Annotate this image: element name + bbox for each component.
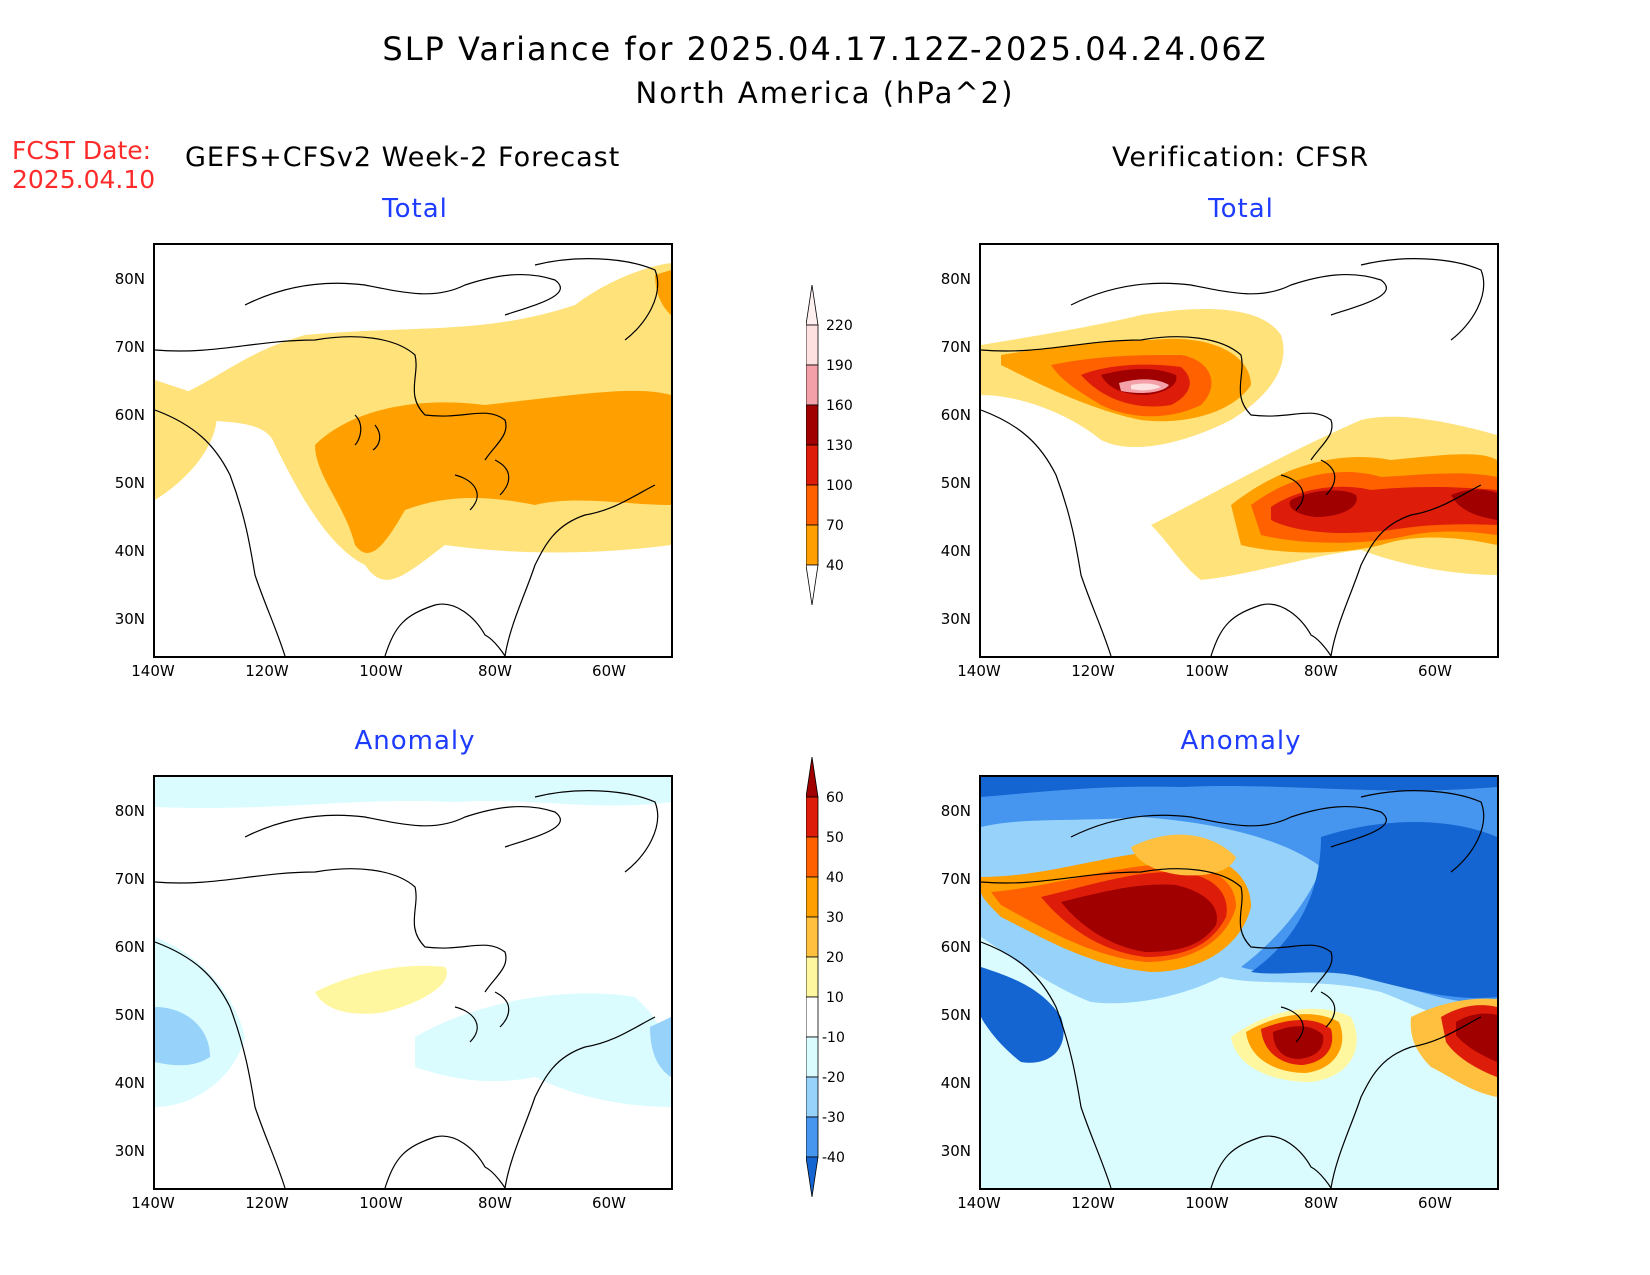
- lon-label: 120W: [1071, 1194, 1115, 1212]
- lat-label: 80N: [114, 270, 145, 288]
- lon-label: 140W: [131, 662, 175, 680]
- colorbar-swatch: [805, 1036, 819, 1078]
- colorbar-swatch: [805, 956, 819, 998]
- coastline-icon: [155, 258, 659, 656]
- lat-label: 50N: [114, 1006, 145, 1024]
- lat-label: 40N: [114, 1074, 145, 1092]
- lon-label: 100W: [359, 1194, 403, 1212]
- lat-label: 60N: [114, 406, 145, 424]
- colorbar-swatch: [805, 1076, 819, 1118]
- lon-label: 120W: [245, 1194, 289, 1212]
- lat-label: 70N: [940, 338, 971, 356]
- colorbar-swatch: [805, 836, 819, 878]
- colorbar-label: 220: [826, 318, 853, 334]
- colorbar-label: 10: [826, 990, 844, 1006]
- lon-label: 60W: [592, 1194, 626, 1212]
- colorbar-label: 40: [826, 870, 844, 886]
- colorbar-label: 130: [826, 438, 853, 454]
- fcst-total-title: Total: [382, 194, 448, 224]
- coastline-icon: [981, 790, 1485, 1188]
- fcst-anomaly-title: Anomaly: [354, 726, 476, 756]
- colorbar-swatch: [805, 756, 819, 798]
- lat-label: 60N: [940, 406, 971, 424]
- lat-label: 70N: [940, 870, 971, 888]
- lat-label: 40N: [114, 542, 145, 560]
- fcst-date-label: FCST Date:: [12, 136, 152, 165]
- lon-label: 120W: [245, 662, 289, 680]
- fcst-date-block: FCST Date: 2025.04.10: [12, 136, 155, 194]
- colorbar-swatch: [805, 364, 819, 406]
- lon-label: 120W: [1071, 662, 1115, 680]
- verif-anomaly-map: [979, 775, 1499, 1190]
- verif-total-title: Total: [1208, 194, 1274, 224]
- colorbar-swatch: [805, 1116, 819, 1158]
- colorbar-swatch: [805, 916, 819, 958]
- lon-label: 60W: [592, 662, 626, 680]
- verif-total-map: [979, 243, 1499, 658]
- lat-label: 70N: [114, 338, 145, 356]
- colorbar-label: -40: [822, 1150, 845, 1166]
- colorbar-swatch: [805, 444, 819, 486]
- lat-label: 60N: [114, 938, 145, 956]
- lon-label: 80W: [478, 662, 512, 680]
- verif-anomaly-title: Anomaly: [1180, 726, 1302, 756]
- colorbar-label: 40: [826, 558, 844, 574]
- colorbar-label: 50: [826, 830, 844, 846]
- lon-label: 80W: [1304, 1194, 1338, 1212]
- lon-label: 60W: [1418, 1194, 1452, 1212]
- colorbar-swatch: [805, 876, 819, 918]
- fcst-date-value: 2025.04.10: [12, 165, 156, 194]
- lat-label: 50N: [940, 474, 971, 492]
- lon-label: 80W: [478, 1194, 512, 1212]
- colorbar-label: 160: [826, 398, 853, 414]
- main-subtitle: North America (hPa^2): [635, 76, 1015, 110]
- lat-label: 30N: [114, 610, 145, 628]
- fcst-total-map: [153, 243, 673, 658]
- colorbar-swatch: [805, 996, 819, 1038]
- lat-label: 30N: [114, 1142, 145, 1160]
- lon-label: 140W: [957, 662, 1001, 680]
- colorbar-label: 30: [826, 910, 844, 926]
- colorbar-swatch: [805, 324, 819, 366]
- lat-label: 60N: [940, 938, 971, 956]
- lat-label: 30N: [940, 610, 971, 628]
- lon-label: 100W: [359, 662, 403, 680]
- lon-label: 100W: [1185, 1194, 1229, 1212]
- lat-label: 40N: [940, 542, 971, 560]
- anomaly-colorbar: [805, 756, 876, 1207]
- coastline-icon: [155, 790, 659, 1188]
- colorbar-label: -20: [822, 1070, 845, 1086]
- fcst-anomaly-map: [153, 775, 673, 1190]
- colorbar-swatch: [805, 524, 819, 566]
- colorbar-label: 190: [826, 358, 853, 374]
- colorbar-swatch: [805, 796, 819, 838]
- lat-label: 80N: [114, 802, 145, 820]
- lon-label: 140W: [131, 1194, 175, 1212]
- colorbar-swatch: [805, 1156, 819, 1198]
- lon-label: 100W: [1185, 662, 1229, 680]
- lat-label: 80N: [940, 802, 971, 820]
- total-colorbar: [805, 284, 876, 615]
- lat-label: 30N: [940, 1142, 971, 1160]
- lon-label: 140W: [957, 1194, 1001, 1212]
- lat-label: 50N: [114, 474, 145, 492]
- verification-column-heading: Verification: CFSR: [1112, 142, 1370, 173]
- colorbar-swatch: [805, 484, 819, 526]
- colorbar-label: 100: [826, 478, 853, 494]
- lat-label: 50N: [940, 1006, 971, 1024]
- coastline-icon: [981, 258, 1485, 656]
- colorbar-label: -30: [822, 1110, 845, 1126]
- colorbar-label: 20: [826, 950, 844, 966]
- colorbar-label: 60: [826, 790, 844, 806]
- main-title: SLP Variance for 2025.04.17.12Z-2025.04.…: [382, 30, 1268, 68]
- forecast-column-heading: GEFS+CFSv2 Week-2 Forecast: [185, 142, 621, 173]
- lon-label: 60W: [1418, 662, 1452, 680]
- colorbar-label: 70: [826, 518, 844, 534]
- lon-label: 80W: [1304, 662, 1338, 680]
- colorbar-swatch: [805, 404, 819, 446]
- lat-label: 80N: [940, 270, 971, 288]
- lat-label: 70N: [114, 870, 145, 888]
- lat-label: 40N: [940, 1074, 971, 1092]
- colorbar-label: -10: [822, 1030, 845, 1046]
